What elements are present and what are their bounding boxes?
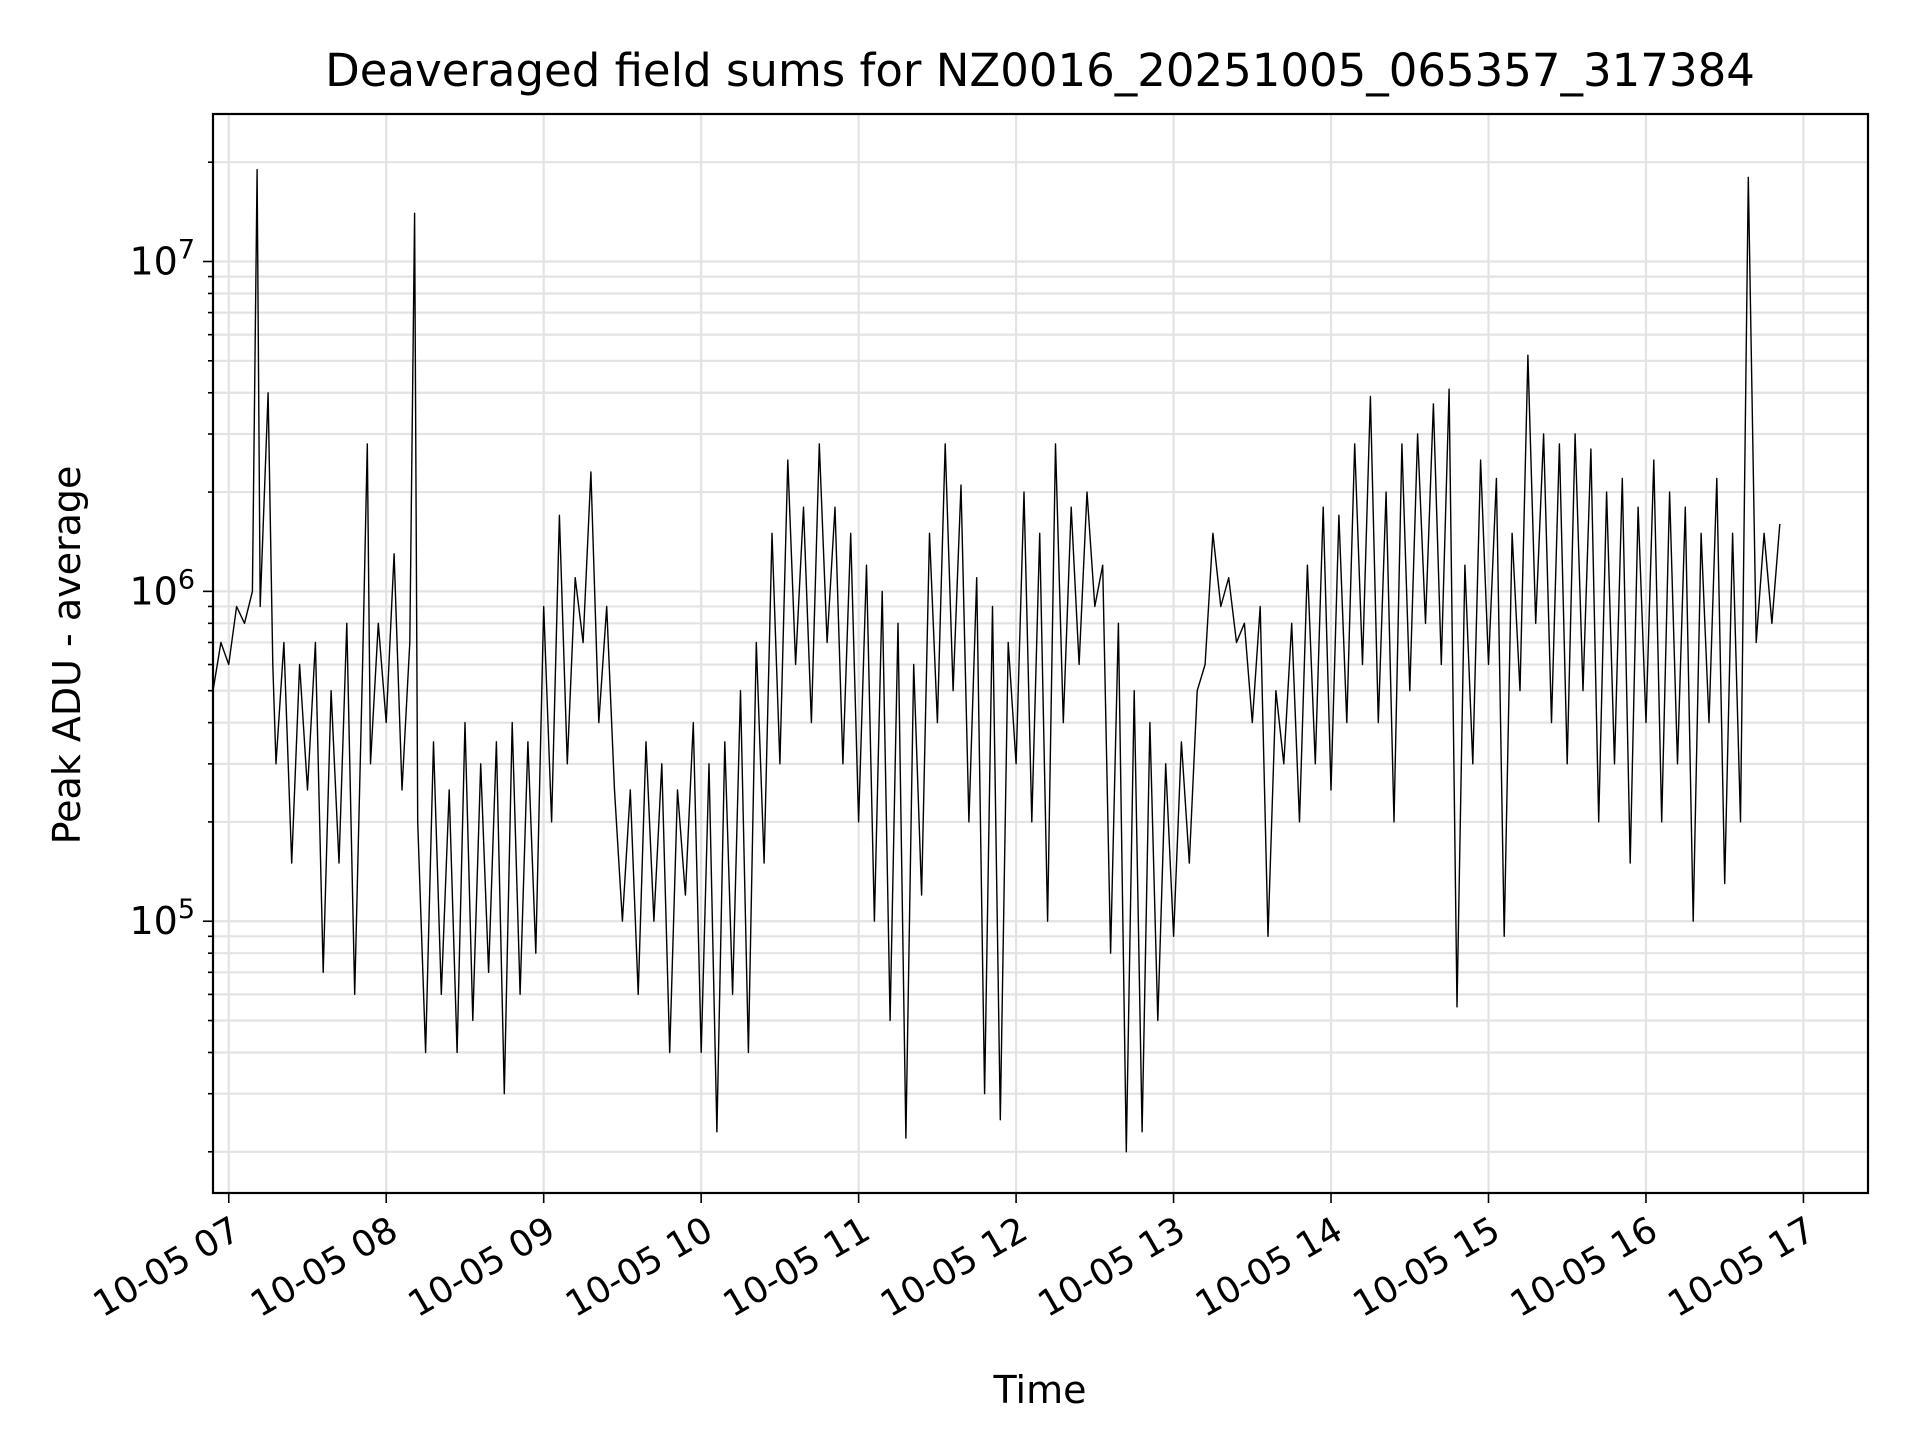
y-tick-label: 107 (129, 235, 195, 284)
plot-area-frame (211, 112, 1870, 1195)
y-axis-label: Peak ADU - average (45, 466, 89, 845)
series-line (212, 168, 1781, 1153)
y-tick-base: 10 (129, 569, 177, 613)
y-tick-exponent: 5 (178, 894, 195, 925)
y-tick-label: 106 (129, 564, 195, 613)
y-tick-label: 105 (129, 894, 195, 943)
y-tick-exponent: 6 (178, 564, 195, 595)
chart-title: Deaveraged field sums for NZ0016_2025100… (325, 44, 1755, 97)
y-tick-exponent: 7 (178, 235, 195, 266)
y-tick-base: 10 (129, 240, 177, 284)
x-axis-label: Time (993, 1368, 1087, 1412)
grid (213, 114, 1868, 1193)
y-tick-base: 10 (129, 899, 177, 943)
